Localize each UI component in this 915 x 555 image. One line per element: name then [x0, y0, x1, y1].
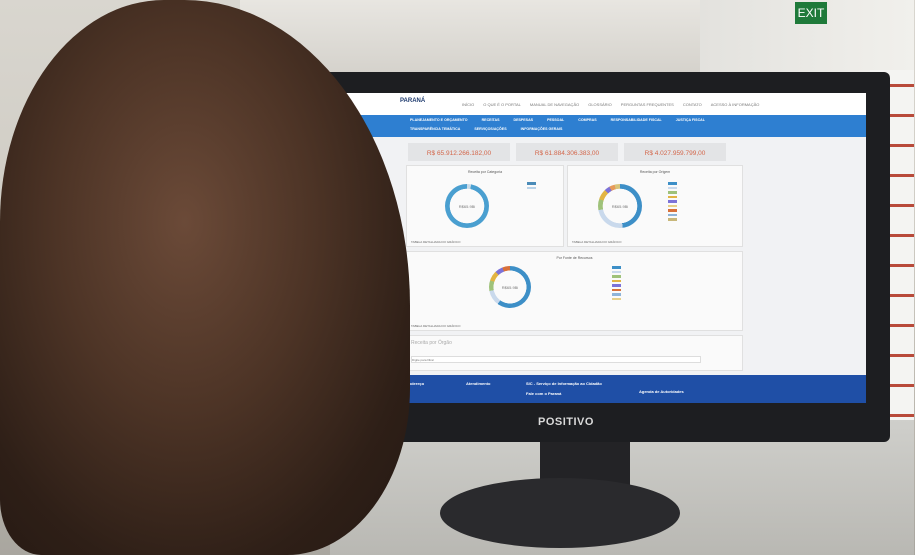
menu-item[interactable]: RECEITAS: [481, 118, 500, 122]
menu-item[interactable]: PLANEJAMENTO E ORÇAMENTO: [410, 118, 468, 122]
chart-title: Receita por Origem: [639, 170, 671, 174]
nav-item[interactable]: ACESSO À INFORMAÇÃO: [710, 101, 760, 107]
chart-panel-origin: Receita por Origem R$65.9Bi TABELA DETAL…: [567, 165, 743, 247]
logo[interactable]: PARANÁ: [400, 98, 426, 104]
kpi-row: R$ 65.912.266.182,00 R$ 61.884.306.383,0…: [408, 143, 866, 161]
donut-chart: R$65.9Bi: [598, 184, 642, 228]
donut-chart: R$65.9Bi: [489, 266, 531, 308]
donut-chart: R$65.9Bi: [445, 184, 489, 228]
organ-panel: Receita por Órgão: [406, 335, 743, 371]
menu-item[interactable]: TRANSPARÊNCIA TEMÁTICA: [410, 127, 461, 131]
table-toggle[interactable]: TABELA DETALHADA DO GRÁFICO: [572, 240, 622, 244]
chart-legend: [527, 182, 536, 191]
nav-item[interactable]: GLOSSÁRIO: [588, 101, 612, 107]
nav-item[interactable]: O QUE É O PORTAL: [483, 101, 521, 107]
table-toggle[interactable]: TABELA DETALHADA DO GRÁFICO: [411, 324, 461, 328]
nav-item[interactable]: MANUAL DE NAVEGAÇÃO: [529, 101, 580, 107]
filter-input[interactable]: [411, 356, 701, 363]
menu-item[interactable]: SERVIÇOS/AÇÕES: [474, 127, 507, 131]
menu-item[interactable]: PESSOAL: [547, 118, 565, 122]
chart-title: Por Fonte de Recursos: [556, 256, 593, 260]
exit-sign: EXIT: [795, 2, 827, 24]
table-toggle[interactable]: TABELA DETALHADA DO GRÁFICO: [411, 240, 461, 244]
monitor-brand: POSITIVO: [538, 416, 594, 428]
nav-item[interactable]: INÍCIO: [462, 101, 475, 107]
site-header: PARANÁ INÍCIO O QUE É O PORTAL MANUAL DE…: [314, 93, 866, 115]
monitor-base: [440, 478, 680, 548]
main-menu: PLANEJAMENTO E ORÇAMENTO RECEITAS DESPES…: [314, 115, 866, 137]
top-nav: INÍCIO O QUE É O PORTAL MANUAL DE NAVEGA…: [462, 102, 759, 107]
footer-agenda[interactable]: Agenda de Autoridades: [639, 389, 684, 394]
menu-item[interactable]: RESPONSABILIDADE FISCAL: [610, 118, 662, 122]
monitor-stand: [540, 440, 630, 485]
nav-item[interactable]: CONTATO: [682, 101, 702, 107]
chart-panel-category: Receita por Categoria R$65.9Bi TABELA DE…: [406, 165, 564, 247]
menu-item[interactable]: INFORMAÇÕES GERAIS: [520, 127, 563, 131]
kpi-card: R$ 65.912.266.182,00: [408, 143, 510, 161]
kpi-card: R$ 4.027.959.799,00: [624, 143, 726, 161]
panel-title: Receita por Órgão: [411, 340, 452, 346]
person-hair-foreground: [0, 0, 410, 555]
menu-item[interactable]: DESPESAS: [513, 118, 534, 122]
menu-item[interactable]: COMPRAS: [578, 118, 597, 122]
footer-address[interactable]: Endereço: [406, 381, 425, 386]
chart-legend: [668, 182, 677, 223]
chart-title: Receita por Categoria: [467, 170, 503, 174]
chart-legend: [612, 266, 621, 302]
kpi-card: R$ 61.884.306.383,00: [516, 143, 618, 161]
menu-item[interactable]: JUSTIÇA FISCAL: [675, 118, 705, 122]
footer-sic[interactable]: SIC - Serviço de Informação ao Cidadão: [526, 381, 602, 386]
chart-panel-source: Por Fonte de Recursos R$65.9Bi TABELA DE…: [406, 251, 743, 331]
footer-talk[interactable]: Fale com o Paraná: [526, 391, 562, 396]
footer-service[interactable]: Atendimento: [466, 381, 491, 386]
nav-item[interactable]: PERGUNTAS FREQUENTES: [620, 101, 674, 107]
